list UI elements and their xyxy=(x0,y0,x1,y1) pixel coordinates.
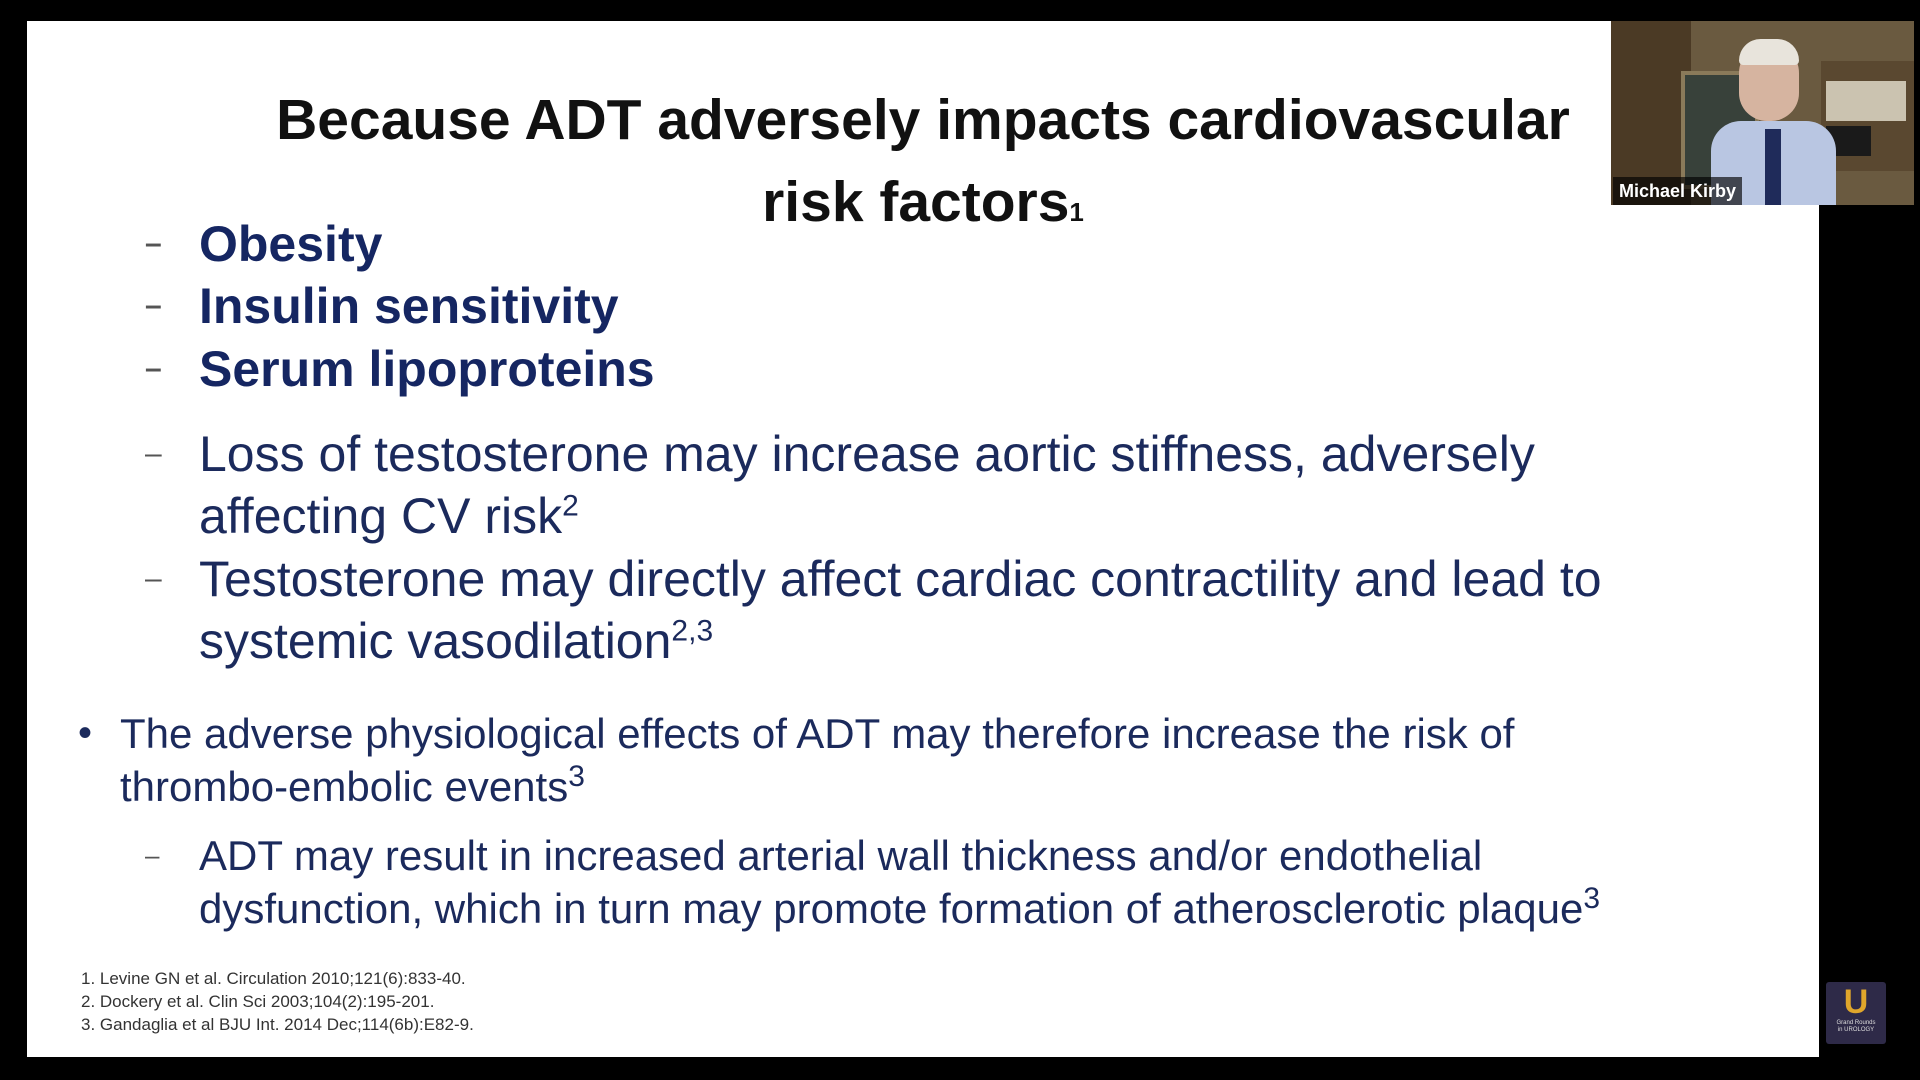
reference-superscript: 2,3 xyxy=(671,614,714,648)
reference-item: 2. Dockery et al. Clin Sci 2003;104(2):1… xyxy=(81,992,435,1011)
bullet-sub-line2-text: dysfunction, which in turn may promote f… xyxy=(199,885,1584,932)
slide-title-line2: risk factors1 xyxy=(27,161,1819,253)
bullet-icon: • xyxy=(78,711,93,755)
participant-hair xyxy=(1739,39,1799,65)
bullet-line1: The adverse physiological effects of ADT… xyxy=(120,710,1515,757)
slide-title-line1: Because ADT adversely impacts cardiovasc… xyxy=(276,88,1570,152)
dash-icon: – xyxy=(145,437,162,470)
sub-item-text: Insulin sensitivity xyxy=(199,278,619,334)
sub-item-line2-text: affecting CV risk xyxy=(199,488,563,544)
participant-name-label: Michael Kirby xyxy=(1613,177,1743,205)
sub-item-obesity: – Obesity xyxy=(145,213,383,275)
reference-item: 1. Levine GN et al. Circulation 2010;121… xyxy=(81,969,466,988)
reference-item: 3. Gandaglia et al BJU Int. 2014 Dec;114… xyxy=(81,1015,474,1034)
dash-icon: – xyxy=(145,562,162,595)
logo-text-line1: Grand Rounds xyxy=(1836,1020,1876,1026)
sub-item-aortic: – Loss of testosterone may increase aort… xyxy=(145,423,1535,547)
dash-icon: – xyxy=(145,289,162,322)
slide-title: Because ADT adversely impacts cardiovasc… xyxy=(27,79,1819,253)
reference-superscript: 3 xyxy=(568,760,585,793)
sub-item-line2: systemic vasodilation2,3 xyxy=(199,610,1602,672)
logo-letter: U xyxy=(1843,983,1869,1021)
sub-item-line2: affecting CV risk2 xyxy=(199,485,1535,547)
video-background-books xyxy=(1826,81,1906,121)
bullet-sub-line1: ADT may result in increased arterial wal… xyxy=(199,832,1483,879)
reference-superscript: 3 xyxy=(1583,882,1601,915)
sub-item-text: Serum lipoproteins xyxy=(199,341,655,397)
sub-item-lipoproteins: – Serum lipoproteins xyxy=(145,338,655,400)
participant-video-tile[interactable]: Michael Kirby xyxy=(1611,21,1914,205)
bullet-sub-item: – ADT may result in increased arterial w… xyxy=(145,829,1600,935)
sub-item-insulin: – Insulin sensitivity xyxy=(145,275,619,337)
logo-text-line2: in UROLOGY xyxy=(1837,1027,1875,1033)
sub-item-line1: Loss of testosterone may increase aortic… xyxy=(199,426,1535,482)
bullet-line2-text: thrombo-embolic events xyxy=(120,763,569,810)
sub-item-contractility: – Testosterone may directly affect cardi… xyxy=(145,548,1602,672)
presentation-slide: Because ADT adversely impacts cardiovasc… xyxy=(27,21,1819,1057)
slide-title-line2-text: risk factors xyxy=(762,170,1070,234)
sub-item-line2-text: systemic vasodilation xyxy=(199,613,672,669)
reference-superscript: 2 xyxy=(562,489,579,523)
participant-tie xyxy=(1765,129,1781,205)
dash-icon: – xyxy=(145,352,162,385)
dash-icon: – xyxy=(145,840,160,870)
bullet-line2: thrombo-embolic events3 xyxy=(120,760,1514,813)
title-reference: 1 xyxy=(1069,197,1084,227)
sub-item-line1: Testosterone may directly affect cardiac… xyxy=(199,551,1602,607)
reference-list: 1. Levine GN et al. Circulation 2010;121… xyxy=(81,967,474,1036)
bullet-sub-line2: dysfunction, which in turn may promote f… xyxy=(199,882,1600,935)
grand-rounds-urology-logo: U Grand Rounds in UROLOGY xyxy=(1826,982,1886,1044)
sub-item-text: Obesity xyxy=(199,216,383,272)
video-background xyxy=(1611,21,1691,205)
main-bullet: • The adverse physiological effects of A… xyxy=(78,707,1515,813)
dash-icon: – xyxy=(145,227,162,260)
